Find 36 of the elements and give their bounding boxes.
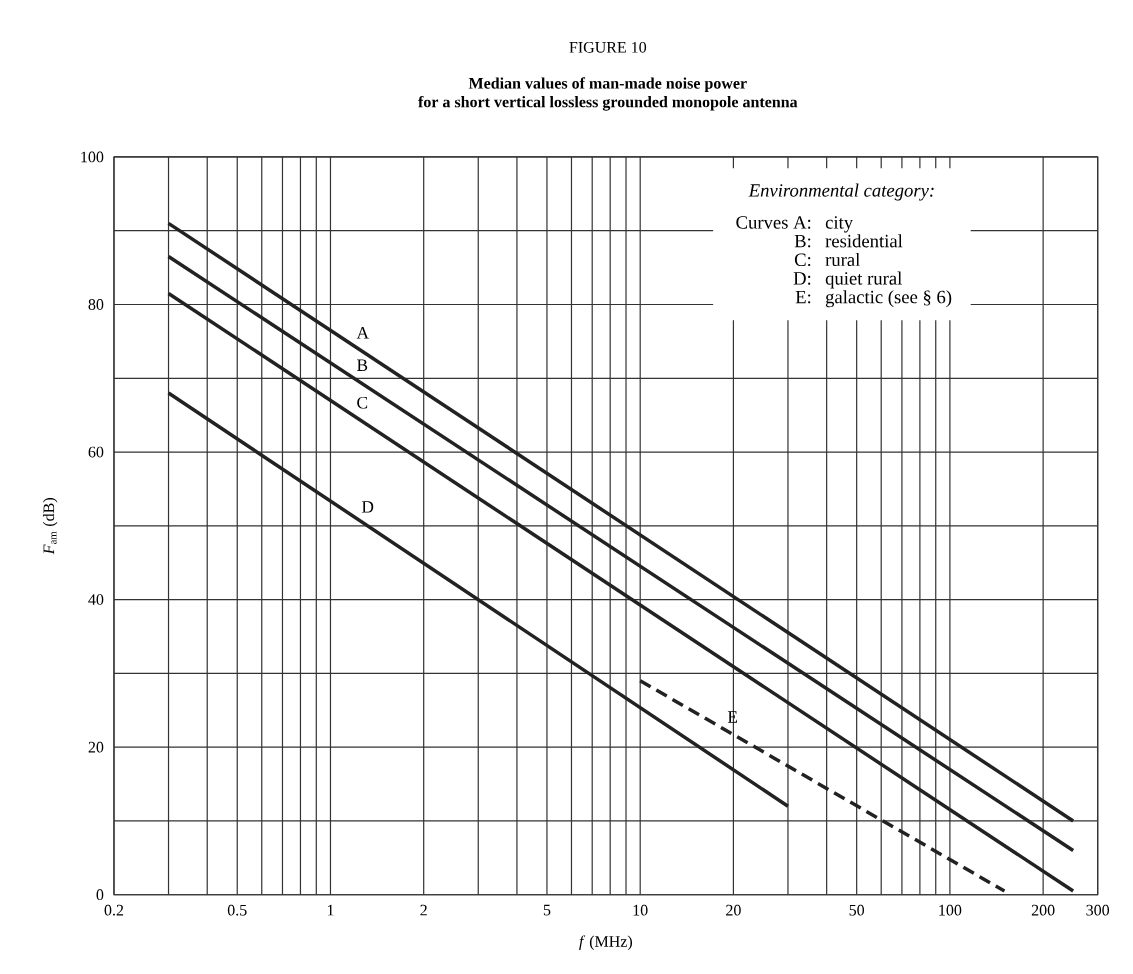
annotation: C:: [794, 253, 811, 267]
annotation: D:: [793, 272, 811, 285]
y-axis-title: F$_{am}$ (dB): [42, 498, 58, 555]
chart-title: FIGURE 10: [569, 42, 647, 53]
x-tick-label: 200: [1031, 904, 1055, 916]
x-tick-label: 50: [849, 904, 865, 916]
x-tick-label: 5: [543, 904, 551, 916]
annotation: quiet rural: [825, 271, 902, 289]
y-tick-label: 40: [88, 594, 104, 606]
y-tick-label: 0: [96, 889, 104, 901]
series-label: C: [357, 397, 368, 409]
annotation: Environmental category:: [748, 183, 934, 201]
y-tick-label: 20: [88, 741, 104, 753]
y-tick-label: 80: [88, 299, 104, 311]
x-tick-label: 20: [726, 904, 741, 916]
x-tick-label: 0.2: [104, 904, 124, 916]
annotation: residential: [825, 234, 903, 248]
series-label: D: [361, 501, 374, 513]
annotation: E:: [795, 291, 811, 304]
y-tick-label: 60: [88, 446, 104, 458]
series-label: A: [356, 327, 369, 339]
x-tick-label: 100: [939, 904, 962, 916]
x-axis-title: f (MHz): [579, 935, 633, 951]
x-tick-label: 1: [327, 904, 334, 916]
annotation: B:: [794, 235, 811, 248]
annotation: Curves A:: [736, 216, 811, 229]
x-tick-label: 0.5: [227, 904, 247, 916]
annotation: galactic (see § 6): [825, 290, 952, 308]
annotation: city: [825, 216, 854, 233]
annotation: rural: [825, 253, 860, 267]
chart-subtitle: Median values of man-made noise power for a short vertical lossless grounded monopole antenna: [418, 77, 798, 111]
x-tick-label: 2: [420, 904, 427, 916]
series-label: B: [357, 359, 368, 372]
y-tick-label: 100: [81, 151, 104, 163]
x-tick-label: 10: [633, 904, 648, 916]
x-tick-label: 300: [1086, 904, 1110, 916]
